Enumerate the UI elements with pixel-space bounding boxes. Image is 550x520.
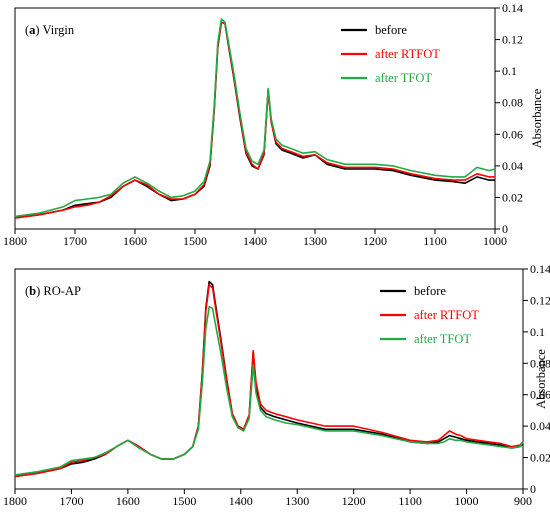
x-tick-label: 1300 bbox=[285, 494, 309, 508]
series-line-after-tfot bbox=[14, 18, 496, 218]
legend-label: after TFOT bbox=[414, 332, 471, 346]
y-tick-label: 0 bbox=[530, 482, 536, 496]
y-tick-label: 0.08 bbox=[530, 356, 550, 370]
panel-label-letter: b bbox=[29, 284, 36, 298]
y-tick-label: 0.1 bbox=[502, 64, 517, 78]
panel-label-text: ) RO-AP bbox=[36, 284, 81, 298]
y-tick-label: 0 bbox=[502, 222, 508, 236]
legend-label: before bbox=[375, 23, 407, 37]
y-tick-label: 0.06 bbox=[530, 388, 550, 402]
x-tick-label: 1700 bbox=[63, 234, 87, 248]
x-tick-label: 1700 bbox=[59, 494, 83, 508]
x-tick-label: 1200 bbox=[363, 234, 387, 248]
x-tick-label: 1500 bbox=[172, 494, 196, 508]
x-tick-label: 1500 bbox=[183, 234, 207, 248]
panel-label-letter: a bbox=[29, 23, 36, 37]
y-tick-label: 0.12 bbox=[502, 33, 523, 47]
x-tick-label: 1600 bbox=[116, 494, 140, 508]
series-line-after-tfot bbox=[14, 305, 524, 476]
series-line-after-rtfot bbox=[14, 21, 495, 219]
y-tick-label: 0.02 bbox=[502, 190, 523, 204]
x-tick-label: 1000 bbox=[483, 234, 507, 248]
panel-label-text: ) Virgin bbox=[35, 23, 74, 37]
y-axis-title: Absorbance bbox=[530, 88, 544, 148]
y-tick-label: 0.06 bbox=[502, 127, 523, 141]
y-tick-label: 0.02 bbox=[530, 451, 550, 465]
panel-label-open: ( bbox=[25, 284, 29, 298]
y-tick-label: 0.04 bbox=[502, 159, 523, 173]
y-tick-label: 0.12 bbox=[530, 293, 550, 307]
y-tick-label: 0.08 bbox=[502, 96, 523, 110]
legend-label: after RTFOT bbox=[414, 308, 479, 322]
x-tick-label: 1100 bbox=[398, 494, 422, 508]
legend-label: after RTFOT bbox=[375, 47, 440, 61]
x-tick-label: 1400 bbox=[229, 494, 253, 508]
y-tick-label: 0.14 bbox=[502, 1, 523, 15]
legend-label: after TFOT bbox=[375, 71, 432, 85]
plot-frame bbox=[14, 7, 496, 230]
x-tick-label: 1200 bbox=[342, 494, 366, 508]
y-tick-label: 0.04 bbox=[530, 419, 550, 433]
x-tick-label: 1800 bbox=[3, 234, 27, 248]
y-tick-label: 0.14 bbox=[530, 262, 550, 276]
x-tick-label: 1600 bbox=[123, 234, 147, 248]
x-tick-label: 1400 bbox=[243, 234, 267, 248]
y-tick-label: 0.1 bbox=[530, 325, 545, 339]
x-tick-label: 1800 bbox=[3, 494, 27, 508]
legend-label: before bbox=[414, 284, 446, 298]
panel-label-open: ( bbox=[25, 23, 29, 37]
x-tick-label: 900 bbox=[514, 494, 532, 508]
plot-frame bbox=[14, 268, 524, 490]
x-tick-label: 1300 bbox=[303, 234, 327, 248]
chart-panel-b: 1800 1700 1600 1500 1400 1300 1200 1100 1000 9000… bbox=[3, 262, 550, 508]
x-tick-label: 1100 bbox=[423, 234, 447, 248]
panel-label: (b) RO-AP bbox=[25, 284, 81, 298]
x-tick-label: 1000 bbox=[455, 494, 479, 508]
y-axis-title: Absorbance bbox=[534, 349, 548, 409]
panel-label: (a) Virgin bbox=[25, 23, 75, 37]
